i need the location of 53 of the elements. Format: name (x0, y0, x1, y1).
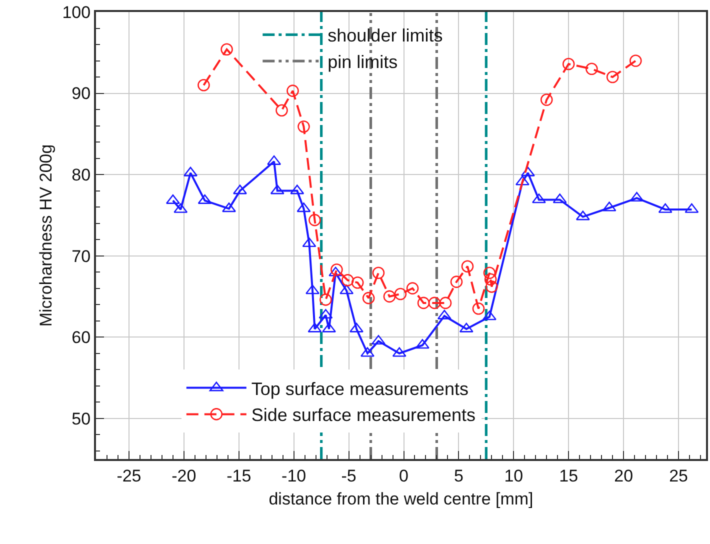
x-tick-label: 20 (614, 466, 634, 486)
point (586, 62, 598, 76)
x-tick-label: 5 (454, 466, 464, 486)
point (562, 58, 575, 70)
x-axis-title: distance from the weld centre [mm] (268, 489, 534, 508)
point (220, 43, 233, 56)
y-tick-label: 70 (72, 246, 91, 266)
point (302, 237, 316, 248)
point (606, 70, 619, 84)
point (461, 260, 474, 273)
x-tick-label: 0 (399, 466, 408, 486)
point (198, 79, 210, 92)
y-tick-label: 80 (72, 166, 91, 184)
point (394, 288, 407, 300)
y-tick-label: 50 (72, 409, 91, 428)
legend-label: Top surface measurements (251, 378, 469, 399)
point (439, 296, 452, 310)
point (383, 290, 396, 303)
point (372, 266, 385, 280)
point (417, 296, 430, 310)
point (342, 274, 354, 286)
point (276, 104, 288, 116)
legend-label: Side surface measurements (251, 405, 476, 426)
x-tick-label: -15 (226, 466, 252, 486)
y-tick-label: 100 (62, 2, 91, 22)
x-tick-label: 25 (669, 466, 688, 486)
point (450, 276, 463, 288)
point (351, 276, 364, 289)
point (330, 263, 343, 276)
x-tick-label: 10 (504, 466, 524, 486)
point (486, 280, 498, 293)
point (428, 296, 441, 310)
y-tick-label: 60 (72, 328, 91, 348)
x-tick-label: 15 (559, 466, 578, 486)
point (540, 94, 553, 106)
x-tick-label: -20 (172, 466, 196, 486)
point (320, 294, 332, 306)
point (472, 302, 485, 315)
x-tick-label: -25 (116, 466, 142, 486)
y-tick-label: 90 (72, 84, 91, 104)
x-tick-label: -5 (341, 466, 356, 486)
y-axis-title: Microhardness HV 200g (36, 144, 56, 327)
point (630, 192, 644, 202)
point (484, 273, 497, 286)
point (286, 84, 299, 97)
point (483, 266, 496, 280)
point (362, 292, 375, 304)
x-tick-label: -10 (282, 466, 306, 486)
point (406, 282, 419, 294)
point (298, 120, 310, 133)
point (308, 214, 321, 226)
point (630, 54, 642, 67)
ref-line-label: shoulder limits (328, 26, 443, 46)
